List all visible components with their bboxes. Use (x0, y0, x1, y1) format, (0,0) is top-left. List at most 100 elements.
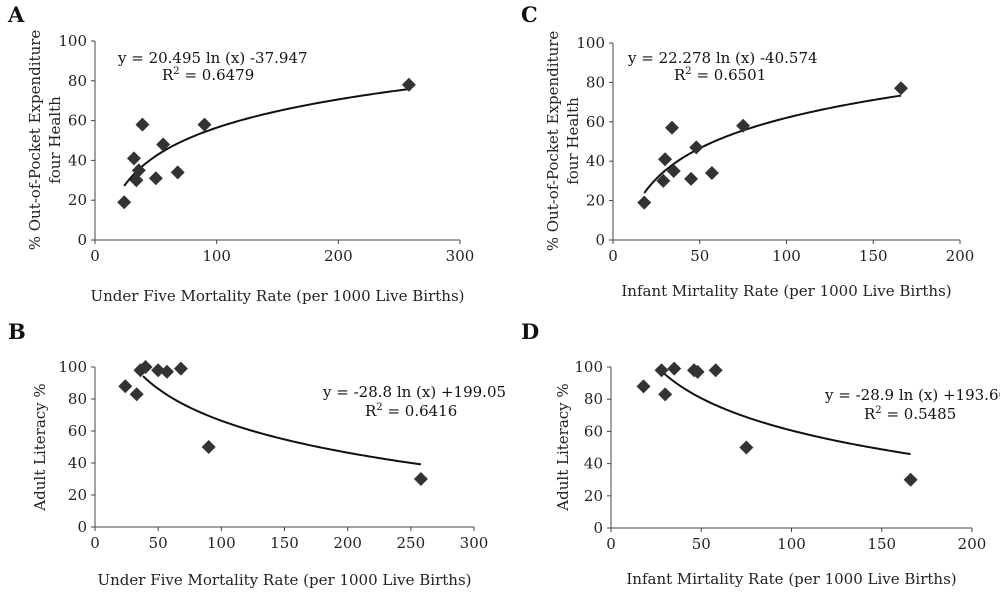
data-point (690, 364, 705, 379)
data-point (413, 472, 428, 486)
y-axis-label: % Out-of-Pocket Expenditure (26, 30, 44, 251)
r-squared-value: = 0.6501 (692, 66, 767, 84)
y-tick-label: 20 (68, 191, 87, 209)
y-tick-label: 20 (586, 192, 605, 210)
data-point (739, 440, 754, 455)
data-point (636, 379, 651, 394)
x-tick-label: 100 (202, 247, 231, 265)
panel-a: A 0 20 40 60 80 100 0 100 200 300 Under Five Mortal… (7, 2, 474, 305)
y-tick-label: 0 (593, 519, 603, 537)
data-point (156, 137, 171, 152)
trendline (123, 88, 410, 187)
x-axis-label: Under Five Mortality Rate (per 1000 Live… (97, 571, 471, 589)
data-point (903, 472, 918, 487)
data-point (689, 140, 704, 155)
data-point (197, 117, 212, 132)
trendline (660, 370, 911, 456)
data-point (658, 387, 673, 402)
panel-letter: B (8, 319, 26, 344)
x-tick-label: 150 (270, 534, 299, 552)
r-squared-symbol: R (365, 402, 377, 420)
x-axis-label: Under Five Mortality Rate (per 1000 Live… (90, 287, 464, 305)
x-axis-label: Infant Mirtality Rate (per 1000 Live Bir… (626, 570, 956, 588)
x-tick-label: 300 (460, 534, 489, 552)
panel-c: C 0 20 40 60 80 100 0 50 100 150 200 Infant Mirtalit… (521, 2, 974, 300)
data-point (736, 118, 751, 133)
r-squared-value: = 0.6479 (180, 66, 255, 84)
x-tick-label: 100 (777, 535, 806, 553)
y-tick-label: 0 (77, 518, 87, 536)
y-tick-label: 100 (574, 358, 603, 376)
x-tick-label: 0 (608, 247, 618, 265)
r-squared-exponent: 2 (376, 402, 382, 413)
data-point (401, 77, 416, 92)
data-point (201, 440, 216, 454)
trendline-equation: y = -28.9 ln (x) +193.66 (824, 386, 1000, 404)
y-axis-label: four Health (564, 97, 582, 185)
data-point (135, 117, 150, 132)
x-axis-label: Infant Mirtality Rate (per 1000 Live Bir… (621, 282, 951, 300)
y-tick-label: 20 (584, 487, 603, 505)
r-squared-exponent: 2 (685, 66, 691, 77)
r-squared-value: = 0.5485 (882, 405, 957, 423)
data-point (118, 379, 133, 394)
data-point (151, 363, 166, 378)
data-point (658, 152, 673, 167)
data-point (656, 173, 671, 188)
r-squared: R2 = 0.6479 (162, 66, 254, 84)
x-tick-label: 0 (90, 534, 100, 552)
r-squared-symbol: R (674, 66, 686, 84)
r-squared: R2 = 0.6501 (674, 66, 766, 84)
y-tick-label: 100 (58, 32, 87, 50)
r-squared: R2 = 0.5485 (864, 405, 956, 423)
data-point (708, 363, 723, 378)
trendline-equation: y = -28.8 ln (x) +199.05 (322, 383, 506, 401)
data-point (654, 363, 669, 378)
x-tick-label: 200 (333, 534, 362, 552)
x-tick-label: 200 (324, 247, 353, 265)
panel-letter: A (7, 2, 25, 27)
y-tick-label: 80 (586, 73, 605, 91)
x-tick-label: 0 (90, 247, 100, 265)
x-tick-label: 200 (958, 535, 987, 553)
x-tick-label: 100 (207, 534, 236, 552)
data-point (170, 165, 185, 180)
y-tick-label: 80 (68, 390, 87, 408)
r-squared-exponent: 2 (875, 405, 881, 416)
data-point (684, 171, 699, 186)
data-point (131, 163, 146, 178)
data-point (664, 120, 679, 135)
y-axis-label: Adult Literacy % (554, 383, 572, 511)
x-tick-label: 50 (690, 247, 709, 265)
y-axis-label: Adult Literacy % (31, 383, 49, 511)
trendline-equation: y = 22.278 ln (x) -40.574 (627, 49, 818, 67)
x-tick-label: 50 (692, 535, 711, 553)
data-point (129, 387, 144, 402)
y-tick-label: 60 (68, 112, 87, 130)
x-tick-label: 50 (149, 534, 168, 552)
y-tick-label: 40 (68, 454, 87, 472)
x-tick-label: 300 (446, 247, 475, 265)
panel-b: B 0 20 40 60 80 100 0 50 100 150 200 250 300 Under Fiv… (8, 319, 506, 589)
x-tick-label: 200 (946, 247, 975, 265)
y-tick-label: 60 (586, 113, 605, 131)
data-point (160, 364, 175, 379)
y-tick-label: 100 (58, 358, 87, 376)
r-squared-exponent: 2 (173, 66, 179, 77)
y-tick-label: 100 (576, 34, 605, 52)
panel-letter: C (521, 2, 538, 27)
x-tick-label: 250 (397, 534, 426, 552)
y-tick-label: 40 (584, 455, 603, 473)
y-axis-label: four Health (46, 96, 64, 184)
data-point (129, 173, 144, 188)
trendline (142, 375, 422, 466)
trendline-equation: y = 20.495 ln (x) -37.947 (117, 49, 308, 67)
data-point (138, 360, 153, 374)
y-tick-label: 80 (68, 72, 87, 90)
data-point (173, 361, 188, 376)
data-point (704, 166, 719, 181)
y-tick-label: 80 (584, 390, 603, 408)
x-tick-label: 150 (859, 247, 888, 265)
